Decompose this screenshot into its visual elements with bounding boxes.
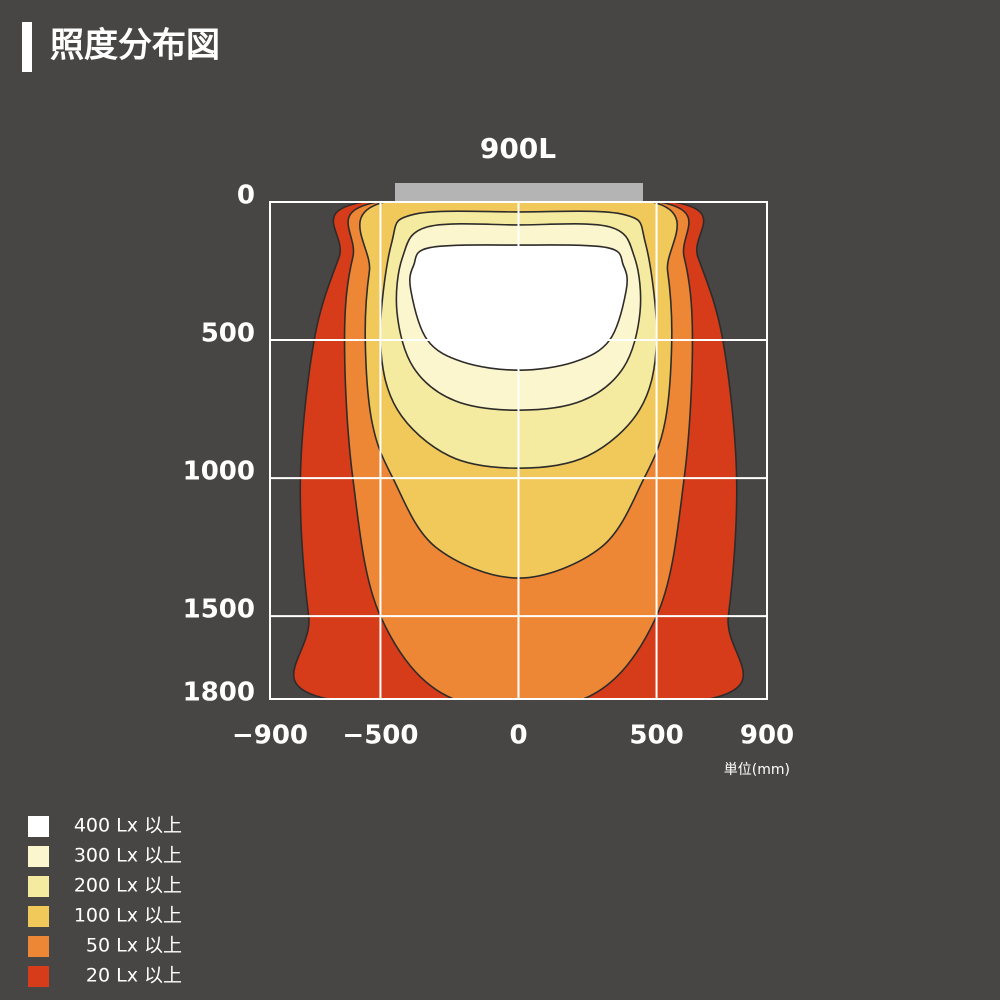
x-tick-label: −500 — [342, 721, 418, 751]
legend-swatch — [28, 906, 49, 927]
chart-subtitle: 900L — [480, 132, 556, 165]
legend-label: 400 Lx 以上 — [74, 815, 182, 837]
title-marker — [22, 22, 32, 72]
legend-label: 100 Lx 以上 — [74, 905, 182, 927]
legend-swatch — [28, 816, 49, 837]
legend-label: 50 Lx 以上 — [86, 935, 182, 957]
legend-label: 200 Lx 以上 — [74, 875, 182, 897]
legend-swatch — [28, 936, 49, 957]
y-tick-label: 1800 — [183, 678, 255, 708]
legend-swatch — [28, 846, 49, 867]
chart-title: 照度分布図 — [50, 26, 220, 66]
y-tick-label: 1000 — [183, 457, 255, 487]
y-tick-label: 1500 — [183, 595, 255, 625]
legend-label: 300 Lx 以上 — [74, 845, 182, 867]
unit-label: 単位(mm) — [724, 762, 790, 778]
y-tick-label: 500 — [201, 319, 255, 349]
y-tick-label: 0 — [237, 181, 255, 211]
x-tick-label: −900 — [232, 721, 308, 751]
plot-frame — [269, 201, 768, 700]
legend-swatch — [28, 876, 49, 897]
lamp — [395, 183, 643, 201]
axes: −900 −500 0 500 900 0 500 1000 1500 1800 — [183, 181, 795, 751]
x-tick-label: 900 — [740, 721, 794, 751]
legend-swatch — [28, 966, 49, 987]
legend-label: 20 Lx 以上 — [86, 965, 182, 987]
x-tick-label: 0 — [509, 721, 527, 751]
legend: 400 Lx 以上 300 Lx 以上 200 Lx 以上 100 Lx 以上 50 L… — [28, 815, 182, 987]
x-tick-label: 500 — [629, 721, 683, 751]
